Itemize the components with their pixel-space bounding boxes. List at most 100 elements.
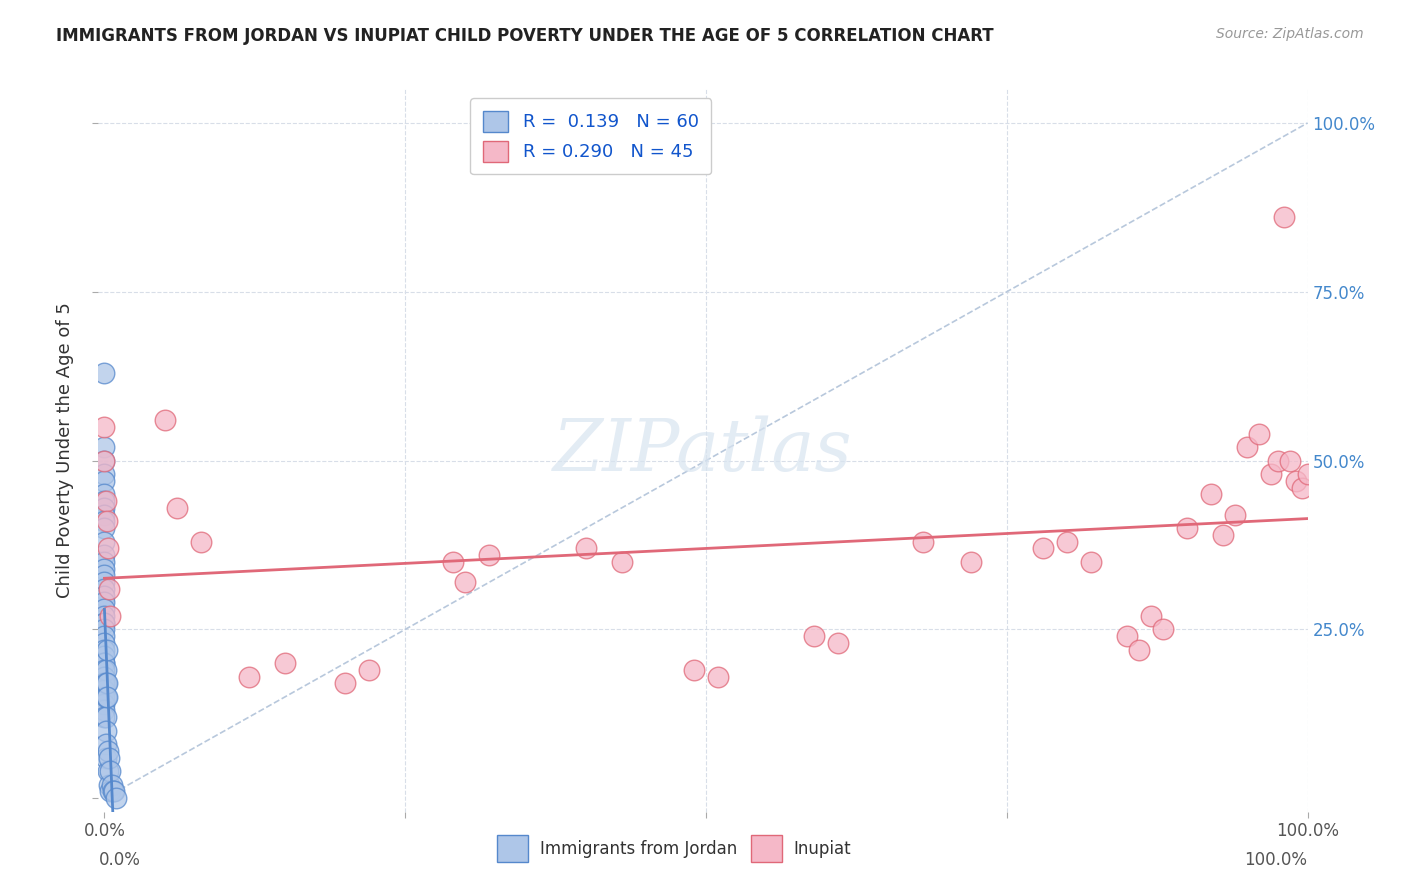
Point [105,791,128,805]
Point [1267,453,1289,467]
Point [1080,555,1102,569]
Point [93,663,115,677]
Point [94,750,117,764]
Point [93,420,115,434]
Point [1201,487,1223,501]
Point [1278,453,1301,467]
Text: 100.0%: 100.0% [1244,852,1308,870]
Point [93,487,115,501]
Point [911,534,934,549]
Point [93,690,115,704]
Point [97,541,120,556]
Point [93,582,115,596]
Point [93,656,115,670]
Point [93,615,115,630]
Point [610,555,633,569]
Point [478,548,501,562]
Point [1152,623,1174,637]
Point [94,710,117,724]
Point [93,683,115,698]
Text: Immigrants from Jordan: Immigrants from Jordan [540,839,737,857]
Point [441,555,464,569]
Point [93,595,115,609]
Point [93,494,115,508]
Point [93,703,115,717]
Point [93,534,115,549]
Point [190,534,212,549]
Point [93,623,115,637]
Point [100,764,122,779]
Text: ZIPatlas: ZIPatlas [553,415,853,486]
Point [93,514,115,528]
Point [93,629,115,643]
Point [1249,426,1271,441]
Point [274,656,297,670]
Point [100,784,122,798]
Point [359,663,381,677]
Point [93,500,115,515]
Point [803,629,825,643]
Point [1140,608,1163,623]
Point [93,697,115,711]
Text: IMMIGRANTS FROM JORDAN VS INUPIAT CHILD POVERTY UNDER THE AGE OF 5 CORRELATION C: IMMIGRANTS FROM JORDAN VS INUPIAT CHILD … [56,27,994,45]
Point [1236,440,1258,454]
Point [166,500,188,515]
Point [96,514,118,528]
Point [1291,481,1313,495]
Point [103,784,125,798]
Point [93,676,115,690]
Point [93,649,115,664]
Point [1296,467,1319,481]
Text: 0.0%: 0.0% [98,852,141,870]
Point [93,642,115,657]
Point [94,737,117,751]
Point [98,778,121,792]
Point [94,723,117,738]
Point [93,656,115,670]
Point [93,589,115,603]
Point [96,676,118,690]
Point [93,521,115,535]
Point [93,670,115,684]
Text: Source: ZipAtlas.com: Source: ZipAtlas.com [1216,27,1364,41]
Point [100,608,122,623]
Point [94,690,117,704]
Point [93,366,115,380]
Point [94,494,117,508]
Point [93,440,115,454]
Text: Inupiat: Inupiat [793,839,851,857]
Point [93,467,115,481]
Point [1032,541,1054,556]
Point [1128,642,1150,657]
Point [93,636,115,650]
Point [238,670,260,684]
Point [93,676,115,690]
Point [1116,629,1139,643]
Legend: R =  0.139   N = 60, R = 0.290   N = 45: R = 0.139 N = 60, R = 0.290 N = 45 [470,98,711,174]
Point [1260,467,1282,481]
FancyBboxPatch shape [498,835,527,863]
Point [96,642,118,657]
Point [93,615,115,630]
Point [1212,528,1234,542]
Point [93,710,115,724]
Point [94,663,117,677]
Point [97,764,120,779]
Point [101,784,124,798]
Point [454,575,477,590]
Point [98,750,121,764]
Point [333,676,356,690]
Point [93,453,115,467]
Point [94,676,117,690]
Point [93,568,115,582]
Point [93,508,115,522]
Point [93,575,115,590]
Point [100,778,122,792]
Y-axis label: Child Poverty Under the Age of 5: Child Poverty Under the Age of 5 [56,302,75,599]
Point [93,453,115,467]
Point [1284,474,1306,488]
Point [93,548,115,562]
Point [153,413,176,427]
Point [93,474,115,488]
Point [707,670,730,684]
